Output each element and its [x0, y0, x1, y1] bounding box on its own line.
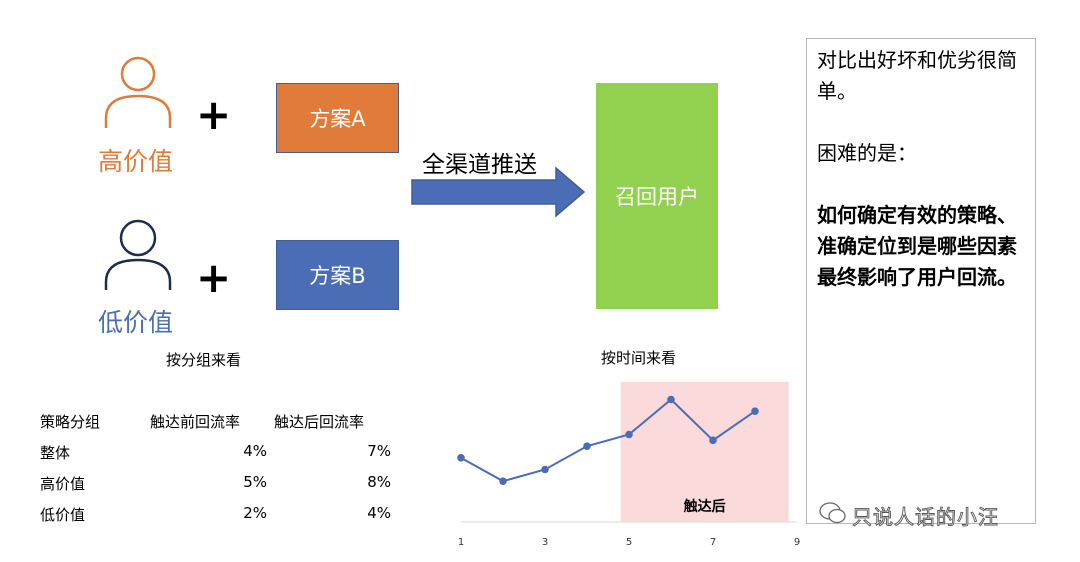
- note-line: 困难的是：: [817, 141, 917, 165]
- data-point: [709, 436, 717, 445]
- table-header: 触达前回流率: [150, 413, 241, 431]
- table-header: 触达后回流率: [274, 413, 365, 431]
- recalled-users-box: 召回用户: [596, 83, 718, 309]
- series-line: [460, 398, 756, 483]
- table-cell: 低价值: [40, 506, 86, 524]
- data-point: [499, 477, 507, 485]
- note-box: 对比出好坏和优劣很简单。 困难的是： 如何确定有效的策略、准确定位到是哪些因素最…: [806, 38, 1036, 524]
- note-emphasis: 如何确定有效的策略、准确定位到是哪些因素最终影响了用户回流。: [817, 203, 1017, 289]
- data-point: [457, 454, 465, 462]
- data-point: [667, 395, 675, 404]
- table-cell: 5%: [243, 473, 267, 491]
- table-cell: 高价值: [40, 475, 86, 493]
- table-cell: 整体: [40, 444, 71, 462]
- wechat-icon: [819, 502, 846, 524]
- watermark-text: 只说人话的小汪: [852, 505, 999, 530]
- table-cell: 8%: [367, 473, 391, 491]
- data-point: [751, 407, 759, 415]
- plan-a-label: 方案A: [309, 107, 366, 131]
- x-tick-label: 7: [710, 537, 716, 548]
- table-cell: 4%: [367, 504, 391, 522]
- x-tick-label: 1: [458, 537, 464, 548]
- recall-over-time-chart: 触达后 1 3 5 7 9: [457, 382, 800, 548]
- table-cell: 4%: [243, 442, 267, 460]
- x-tick-label: 5: [626, 537, 632, 548]
- data-point: [625, 430, 633, 439]
- x-tick-label: 9: [794, 537, 800, 548]
- table-cell: 2%: [243, 504, 267, 522]
- right-arrow-icon: [411, 166, 586, 218]
- highlight-label: 触达后: [683, 498, 726, 515]
- plan-b-label: 方案B: [309, 264, 366, 288]
- table-cell: 7%: [367, 442, 391, 460]
- plus-sign-low: +: [196, 253, 232, 302]
- note-line: 对比出好坏和优劣很简单。: [817, 48, 1017, 103]
- plan-b-box: 方案B: [276, 240, 399, 310]
- caption-by-time: 按时间来看: [601, 349, 677, 367]
- highlight-region: [620, 382, 789, 522]
- plus-sign-high: +: [196, 90, 232, 139]
- x-tick-label: 3: [542, 537, 548, 548]
- recalled-users-label: 召回用户: [615, 185, 699, 209]
- data-point: [583, 442, 591, 450]
- group-label-low-value: 低价值: [98, 308, 174, 337]
- user-icon-high-value: [104, 56, 172, 128]
- data-point: [541, 465, 549, 474]
- caption-by-group: 按分组来看: [166, 351, 242, 369]
- table-header: 策略分组: [40, 413, 101, 431]
- arrow-label: 全渠道推送: [422, 152, 537, 178]
- group-label-high-value: 高价值: [98, 147, 174, 176]
- plan-a-box: 方案A: [276, 83, 399, 153]
- user-icon-low-value: [104, 219, 172, 290]
